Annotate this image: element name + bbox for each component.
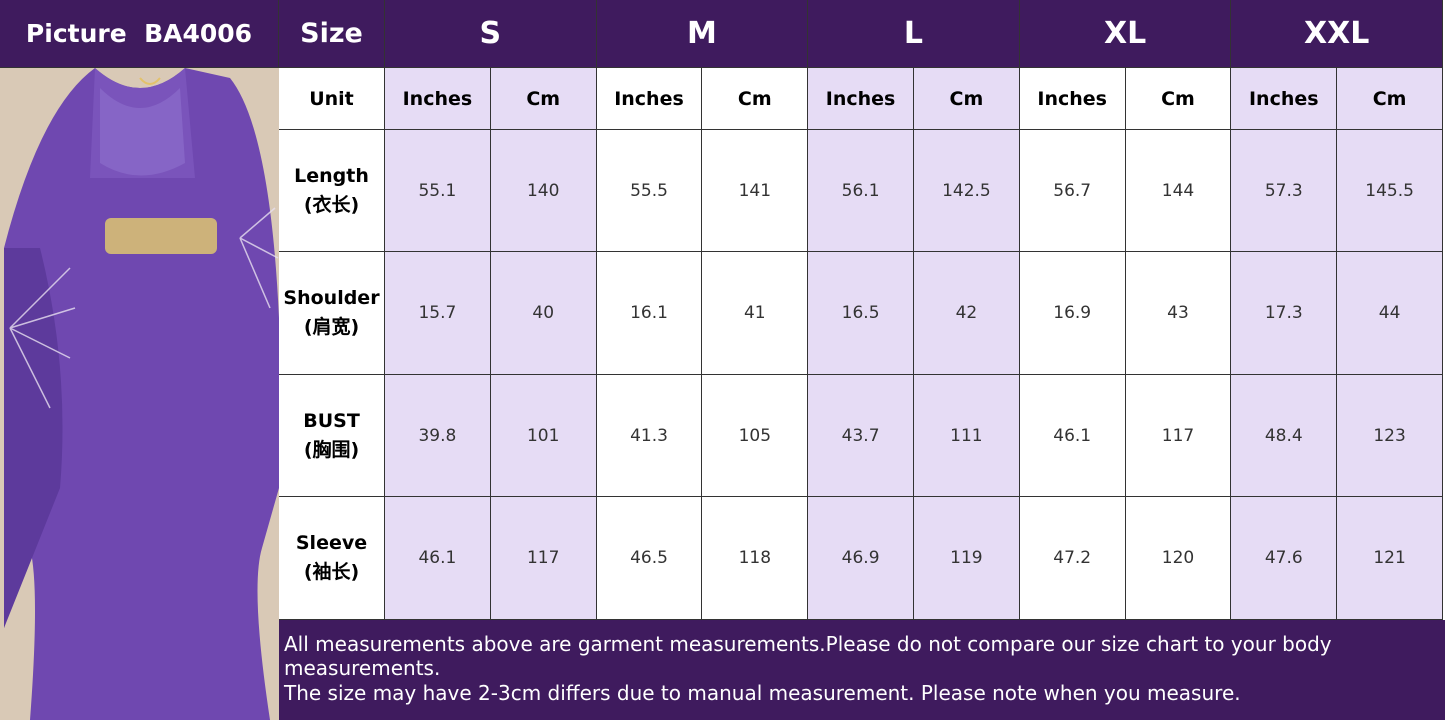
measure-value: 56.7: [1019, 130, 1126, 252]
unit-name: Inches: [596, 68, 703, 130]
size-name: XXL: [1231, 0, 1443, 68]
measure-value: 144: [1125, 130, 1232, 252]
measure-value: 119: [914, 497, 1020, 620]
measure-value: 48.4: [1231, 375, 1338, 497]
measure-value: 43.7: [808, 375, 914, 497]
measure-value: 101: [490, 375, 597, 497]
measure-name: Length: [294, 164, 369, 187]
unit-name: Cm: [914, 68, 1020, 130]
row-label: Sleeve (袖长): [279, 497, 385, 620]
measure-value: 111: [914, 375, 1020, 497]
measure-value: 47.2: [1019, 497, 1126, 620]
measure-value: 121: [1337, 497, 1443, 620]
measure-value: 105: [702, 375, 809, 497]
measure-value: 117: [1125, 375, 1232, 497]
measure-value: 56.1: [808, 130, 914, 252]
product-photo: [0, 68, 279, 720]
measure-name: Sleeve: [295, 532, 368, 554]
measure-value: 120: [1125, 497, 1232, 620]
measure-value: 55.1: [385, 130, 491, 252]
measure-value: 118: [702, 497, 809, 620]
measure-value: 145.5: [1337, 130, 1443, 252]
measure-value: 123: [1337, 375, 1443, 497]
measure-value: 142.5: [914, 130, 1020, 252]
measure-name-cn: (袖长): [303, 561, 360, 583]
measure-value: 43: [1125, 252, 1232, 375]
size-name: M: [596, 0, 809, 68]
measure-value: 46.5: [596, 497, 703, 620]
unit-name: Inches: [1231, 68, 1338, 130]
measure-value: 16.1: [596, 252, 703, 375]
unit-name: Inches: [1019, 68, 1126, 130]
size-name: XL: [1019, 0, 1232, 68]
measure-value: 117: [490, 497, 597, 620]
measure-value: 41: [702, 252, 809, 375]
measure-value: 57.3: [1231, 130, 1338, 252]
measure-value: 15.7: [385, 252, 491, 375]
size-name: S: [385, 0, 597, 68]
measure-name-cn: (衣长): [303, 193, 360, 216]
measure-name: Shoulder: [283, 287, 380, 309]
unit-name: Inches: [385, 68, 491, 130]
unit-name: Cm: [1337, 68, 1443, 130]
measure-value: 41.3: [596, 375, 703, 497]
measure-value: 42: [914, 252, 1020, 375]
measure-name-cn: (胸围): [303, 438, 360, 461]
unit-name: Cm: [702, 68, 809, 130]
unit-name: Cm: [490, 68, 597, 130]
note: The size may have 2-3cm differs due to m…: [284, 681, 1241, 705]
size-name: L: [808, 0, 1020, 68]
unit-name: Cm: [1125, 68, 1232, 130]
measure-value: 39.8: [385, 375, 491, 497]
measure-name: BUST: [303, 409, 360, 432]
unit-label: Unit: [279, 68, 385, 130]
picture-header: Picture BA4006: [0, 0, 279, 68]
measure-value: 141: [702, 130, 809, 252]
measure-value: 46.1: [385, 497, 491, 620]
row-label: Shoulder (肩宽): [279, 252, 385, 375]
unit-name: Inches: [808, 68, 914, 130]
measure-value: 46.1: [1019, 375, 1126, 497]
measure-value: 47.6: [1231, 497, 1338, 620]
measure-value: 17.3: [1231, 252, 1338, 375]
measure-value: 55.5: [596, 130, 703, 252]
size-header: Size: [279, 0, 385, 68]
measure-value: 140: [490, 130, 597, 252]
note: All measurements above are garment measu…: [284, 632, 1332, 680]
measure-value: 16.5: [808, 252, 914, 375]
measure-value: 44: [1337, 252, 1443, 375]
measure-value: 46.9: [808, 497, 914, 620]
notes: All measurements above are garment measu…: [279, 620, 1445, 720]
measure-name-cn: (肩宽): [303, 316, 360, 338]
row-label: Length (衣长): [279, 130, 385, 252]
measure-value: 40: [490, 252, 597, 375]
row-label: BUST (胸围): [279, 375, 385, 497]
measure-value: 16.9: [1019, 252, 1126, 375]
